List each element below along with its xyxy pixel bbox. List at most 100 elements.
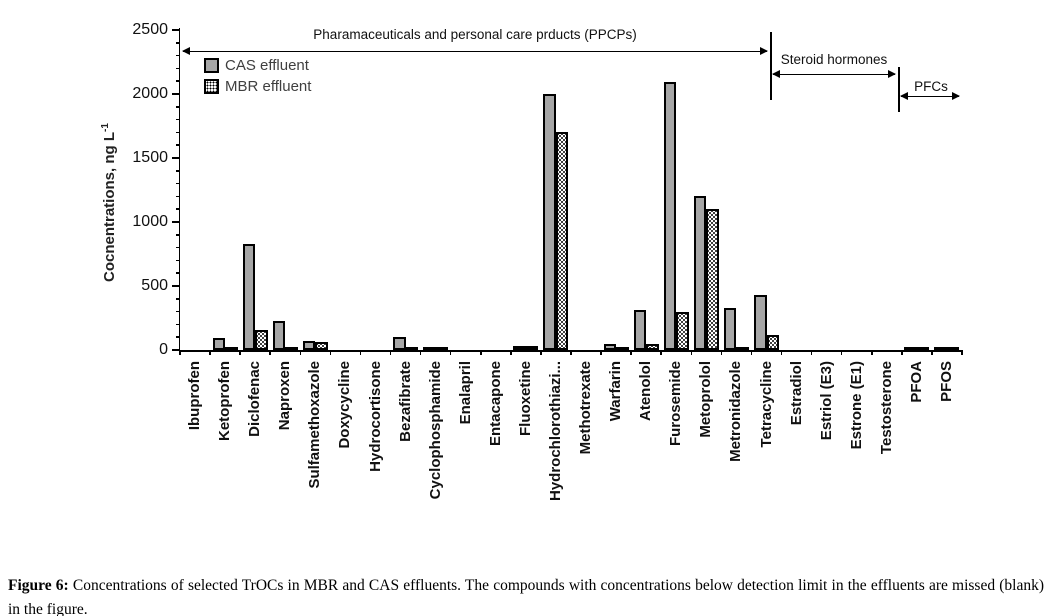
bar-mbr-Atenolol: [646, 343, 659, 350]
bar-mbr-Warfarin: [616, 346, 629, 351]
x-category-label: Estriol (E3): [817, 361, 835, 441]
figure-caption-number: Figure 6:: [8, 576, 69, 594]
bar-mbr-Diclofenac: [255, 329, 268, 350]
y-minor-tick: [176, 246, 180, 249]
bar-mbr-Hydrochlorothiazi...: [555, 132, 569, 350]
ppcps-steroid-divider: [770, 32, 772, 100]
y-minor-tick: [176, 234, 180, 236]
annotation-pfcs-label: PFCs: [914, 79, 948, 94]
bar-mbr-Naproxen: [285, 346, 298, 351]
x-tick: [871, 350, 873, 355]
x-tick: [660, 350, 662, 355]
y-axis-title: Cocnentrations, ng L-1: [100, 123, 118, 282]
legend-label-mbr: MBR effluent: [225, 78, 312, 95]
bar-cas-Fluoxetine: [513, 346, 526, 351]
y-axis-title-superscript: -1: [100, 123, 111, 132]
legend-label-cas: CAS effluent: [225, 57, 309, 74]
x-tick: [901, 350, 903, 355]
x-tick: [510, 350, 512, 355]
x-tick: [540, 350, 542, 355]
bar-mbr-Ketoprofen: [225, 346, 238, 351]
bar-cas-Cyclophosphamide: [423, 346, 436, 351]
y-minor-tick: [176, 195, 180, 198]
y-minor-tick: [176, 208, 180, 210]
y-axis-title-text: Cocnentrations, ng L: [101, 132, 118, 282]
x-tick: [209, 350, 211, 355]
x-category-label: Hydrochlorothiazi...: [546, 361, 564, 502]
x-category-label: Metronidazole: [727, 361, 745, 462]
y-minor-tick: [176, 106, 180, 108]
x-category-label: Methotrexate: [577, 361, 595, 455]
x-category-label: Atenolol: [637, 361, 655, 421]
y-minor-tick: [176, 118, 180, 121]
mbr-swatch-icon: [204, 79, 219, 94]
x-category-label: Sulfamethoxazole: [306, 361, 324, 489]
x-tick: [690, 350, 693, 355]
x-category-label: Doxycycline: [336, 361, 354, 449]
x-category-label: Bezafibrate: [396, 361, 414, 442]
x-category-label: Ibuprofen: [186, 361, 204, 431]
x-tick: [720, 350, 723, 355]
x-tick: [931, 350, 933, 355]
x-tick: [961, 350, 963, 355]
bar-cas-Tetracycline: [754, 294, 767, 350]
x-category-label: Metoprolol: [697, 361, 715, 438]
x-category-label: Diclofenac: [246, 361, 264, 437]
bar-cas-Ketoprofen: [212, 338, 226, 350]
x-category-label: Estrone (E1): [847, 361, 865, 450]
figure-caption-text: Concentrations of selected TrOCs in MBR …: [8, 576, 1045, 616]
y-minor-tick: [176, 272, 180, 274]
bar-cas-Diclofenac: [242, 243, 256, 350]
x-tick: [419, 350, 422, 355]
x-category-label: Entacapone: [486, 361, 504, 447]
x-category-label: Furosemide: [667, 361, 685, 447]
y-tick-label: 1500: [132, 149, 168, 166]
y-major-tick: [172, 285, 180, 287]
x-category-label: PFOS: [937, 361, 955, 402]
y-minor-tick: [176, 170, 180, 172]
y-minor-tick: [176, 80, 180, 82]
y-minor-tick: [176, 144, 180, 146]
bar-mbr-Cyclophosphamide: [435, 346, 449, 351]
x-category-label: Fluoxetine: [516, 361, 534, 437]
bar-cas-PFOA: [904, 346, 917, 351]
pfcs-range-arrow-icon: [900, 92, 960, 100]
y-minor-tick: [176, 131, 180, 134]
bar-mbr-Bezafibrate: [405, 346, 419, 351]
y-minor-tick: [176, 336, 180, 338]
y-tick-label: 0: [159, 341, 168, 358]
bar-mbr-Tetracycline: [766, 334, 779, 350]
bar-mbr-Sulfamethoxazole: [315, 342, 328, 350]
x-tick: [840, 350, 843, 355]
bar-cas-Bezafibrate: [393, 337, 406, 350]
y-tick-label: 2000: [132, 85, 168, 102]
y-tick-label: 1000: [132, 213, 168, 230]
bar-mbr-Fluoxetine: [525, 346, 539, 351]
y-major-tick: [172, 157, 180, 159]
y-major-tick: [172, 221, 180, 223]
x-tick: [630, 350, 632, 355]
x-tick: [329, 350, 332, 355]
x-category-label: Testosterone: [877, 361, 895, 455]
x-tick: [750, 350, 753, 355]
x-tick: [480, 350, 482, 355]
bar-cas-PFOS: [934, 346, 947, 351]
x-tick: [570, 350, 572, 355]
y-axis-line: [178, 28, 180, 350]
y-minor-tick: [176, 310, 180, 313]
x-category-label: Estradiol: [787, 361, 805, 426]
x-tick: [179, 350, 181, 355]
x-tick: [810, 350, 813, 355]
y-tick-label: 500: [141, 277, 168, 294]
steroid-range-arrow-icon: [772, 70, 896, 78]
bar-mbr-PFOA: [916, 346, 930, 351]
x-category-label: Warfarin: [607, 361, 625, 422]
bar-mbr-Metronidazole: [736, 346, 749, 351]
x-tick: [449, 350, 452, 355]
bar-cas-Hydrochlorothiazi...: [543, 94, 556, 350]
x-tick: [600, 350, 602, 355]
legend: CAS effluent MBR effluent: [204, 57, 311, 99]
y-tick-label: 2500: [132, 21, 168, 38]
bar-mbr-Furosemide: [676, 311, 689, 350]
y-major-tick: [172, 29, 180, 31]
